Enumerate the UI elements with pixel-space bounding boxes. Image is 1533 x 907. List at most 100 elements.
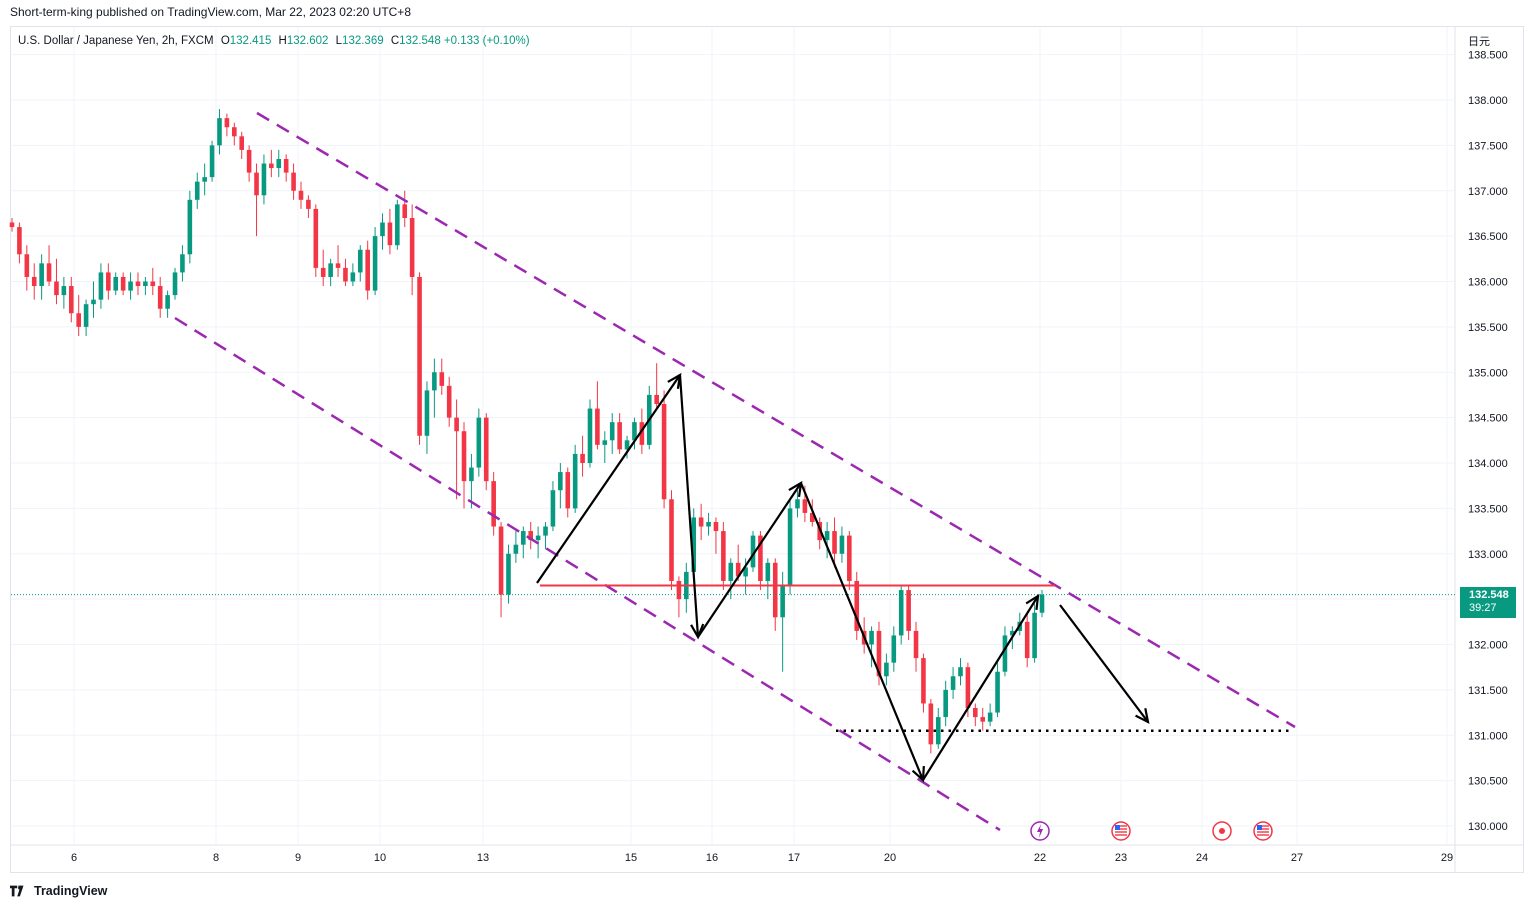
candle-body [469,467,474,482]
candle-body [61,286,67,296]
candle-body [143,281,148,287]
candle-body [824,531,830,541]
low-value: 132.369 [342,35,384,47]
candle-body [335,263,341,268]
candle-body [328,263,333,277]
channel-lower-line [174,316,1001,832]
y-tick-label: 132.000 [1468,640,1508,652]
candle-body [632,422,637,441]
candle-body [39,263,44,287]
candle-body [350,272,356,282]
last-price-tag: 132.548 39:27 [1460,587,1516,618]
candle-body [357,249,363,273]
candle-body [565,472,571,509]
candle-body [995,671,1000,713]
candle-body [387,222,393,246]
candle-body [558,472,563,491]
candle-body [980,717,986,722]
candle-body [891,635,897,663]
zigzag-arrow [922,595,1039,781]
candle-body [832,531,837,554]
candle-body [869,630,874,645]
candle-body [261,163,267,196]
candle-body [721,531,726,581]
symbol-title: U.S. Dollar / Japanese Yen, 2h, FXCM [18,35,214,47]
candle-body [513,544,519,554]
candle-body [965,667,971,709]
x-tick-label: 10 [374,852,386,864]
candle-body [876,630,882,677]
candle-body [157,286,163,309]
candle-body [365,249,370,291]
earnings-event-icon-glyph [1037,824,1043,838]
zigzag-arrow-head [1025,593,1040,611]
candle-body [580,453,585,463]
candle-body [1039,594,1045,613]
candle-body [461,431,467,482]
candle-body [854,580,860,631]
low-label: L [335,35,343,47]
candle-body [343,267,348,282]
candle-body [506,553,511,595]
zigzag-arrow [536,374,681,584]
open-value: 132.415 [229,35,272,47]
candle-body [543,526,548,536]
candle-body [395,204,400,246]
x-tick-label: 27 [1291,852,1303,864]
candle-body [661,404,667,500]
candle-body [298,190,304,200]
candle-body [313,208,319,268]
candle-body [765,562,771,581]
close-value: 132.548 [399,35,441,47]
candle-body [98,272,104,300]
candle-body [772,562,778,618]
y-tick-label: 134.000 [1468,458,1508,470]
y-tick-label: 137.500 [1468,140,1508,152]
candle-body [409,217,415,277]
candle-body [128,281,133,291]
candle-body [669,499,674,581]
candle-body [847,535,852,581]
candle-body [320,267,326,277]
candle-body [135,281,141,287]
candle-body [239,136,245,150]
us-flag-event-icon [1253,821,1273,841]
footer-brand-text: TradingView [34,884,108,898]
candle-body [106,272,111,291]
last-price: 132.548 [1469,589,1509,601]
candle-body [698,517,704,527]
x-tick-label: 20 [884,852,896,864]
y-tick-label: 138.000 [1468,95,1508,107]
candle-body [246,149,252,173]
x-tick-label: 9 [295,852,301,864]
x-tick-label: 8 [213,852,219,864]
candle-body [728,562,734,581]
candle-body [417,276,422,436]
x-tick-label: 17 [788,852,800,864]
candle-body [269,163,274,169]
candle-body [432,372,437,391]
y-tick-label: 135.500 [1468,322,1508,334]
candle-body [898,590,904,636]
candle-body [224,118,230,128]
x-tick-label: 16 [706,852,718,864]
candle-body [550,490,556,527]
bar-countdown: 39:27 [1469,602,1497,614]
candle-body [809,512,815,522]
candle-body [609,422,615,441]
candle-body [446,385,452,418]
candle-body [276,158,282,169]
tradingview-logo-icon [10,885,24,897]
close-label: C [390,35,400,47]
candle-body [454,417,459,432]
candle-body [165,295,170,309]
candle-body [906,590,911,631]
candle-body [713,521,719,532]
y-tick-label: 134.500 [1468,413,1508,425]
candle-body [691,517,697,572]
footer-brand[interactable]: TradingView [10,881,107,901]
y-tick-label: 135.000 [1468,367,1508,379]
candle-body [802,499,808,513]
candle-body [950,676,956,690]
